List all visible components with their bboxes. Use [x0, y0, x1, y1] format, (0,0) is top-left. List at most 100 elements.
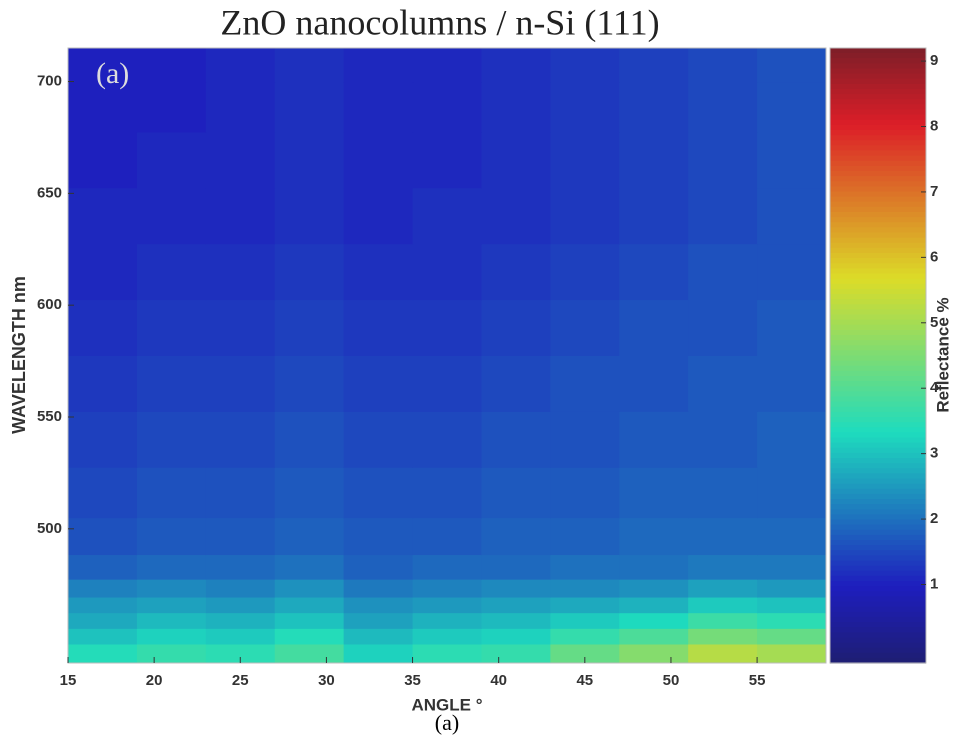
heatmap-cell: [757, 579, 827, 598]
heatmap-cell: [481, 643, 551, 664]
heatmap-cell: [136, 131, 207, 189]
colorbar-swatch: [830, 499, 926, 505]
heatmap-cell: [550, 467, 620, 519]
heatmap-cell: [274, 517, 345, 556]
colorbar-swatch: [830, 314, 926, 321]
colorbar-swatch: [830, 581, 926, 587]
title-box: [190, 4, 750, 48]
heatmap-cell: [550, 517, 620, 556]
colorbar-swatch: [830, 99, 926, 105]
colorbar-swatch: [830, 217, 926, 223]
colorbar-swatch: [830, 350, 926, 357]
colorbar-swatch: [830, 109, 926, 116]
heatmap-cell: [619, 554, 689, 580]
heatmap-cell: [343, 554, 414, 580]
heatmap-cell: [136, 612, 207, 629]
heatmap-cell: [68, 579, 138, 598]
heatmap-cell: [412, 81, 482, 133]
x-tick-label: 45: [576, 672, 593, 689]
colorbar-swatch: [830, 427, 926, 433]
heatmap-cell: [619, 517, 689, 556]
colorbar-swatch: [830, 514, 926, 521]
heatmap-cell: [205, 597, 276, 614]
heatmap-cell: [481, 81, 551, 133]
y-axis-label: WAVELENGTH nm: [9, 276, 29, 434]
heatmap-cell: [481, 243, 551, 301]
colorbar-swatch: [830, 63, 926, 70]
colorbar-swatch: [830, 606, 926, 613]
heatmap-cell: [619, 48, 689, 83]
heatmap-cell: [757, 554, 827, 580]
heatmap-cell: [550, 597, 620, 614]
chart-title: ZnO nanocolumns / n-Si (111): [220, 2, 659, 42]
colorbar-swatch: [830, 201, 926, 208]
colorbar-swatch: [830, 601, 926, 608]
heatmap-cell: [688, 643, 758, 664]
heatmap-cell: [412, 467, 482, 519]
colorbar-swatch: [830, 145, 926, 152]
heatmap-cell: [757, 612, 827, 629]
heatmap-cell: [343, 81, 414, 133]
x-tick-label: 20: [146, 672, 163, 689]
colorbar-swatch: [830, 458, 926, 464]
heatmap-cell: [274, 612, 345, 629]
heatmap-cell: [343, 579, 414, 598]
colorbar-swatch: [830, 488, 926, 495]
colorbar-swatch: [830, 165, 926, 172]
colorbar-swatch: [830, 294, 926, 300]
heatmap-cell: [550, 355, 620, 412]
heatmap-cell: [481, 467, 551, 519]
heatmap-cell: [412, 411, 482, 468]
heatmap-cell: [68, 131, 138, 189]
heatmap-cell: [619, 131, 689, 189]
heatmap-cell: [688, 243, 758, 301]
heatmap-cell: [343, 187, 414, 245]
colorbar-swatch: [830, 437, 926, 444]
heatmap-cell: [481, 579, 551, 598]
heatmap-cell: [68, 355, 138, 412]
heatmap-cell: [688, 467, 758, 519]
heatmap-cell: [688, 48, 758, 83]
heatmap-cell: [274, 355, 345, 412]
heatmap-cell: [550, 131, 620, 189]
heatmap-cell: [412, 643, 482, 664]
colorbar: [830, 48, 926, 664]
heatmap-cell: [274, 628, 345, 645]
panel-label: (a): [96, 57, 129, 90]
heatmap-cell: [274, 48, 345, 83]
colorbar-swatch: [830, 237, 926, 244]
colorbar-swatch: [830, 73, 926, 80]
colorbar-swatch: [830, 309, 926, 316]
heatmap-cell: [274, 554, 345, 580]
colorbar-swatch: [830, 114, 926, 121]
colorbar-swatch: [830, 268, 926, 275]
heatmap-cell: [205, 467, 276, 519]
colorbar-swatch: [830, 473, 926, 480]
y-tick-label: 700: [37, 73, 62, 90]
heatmap-cell: [68, 411, 138, 468]
heatmap-cell: [550, 579, 620, 598]
colorbar-swatch: [830, 355, 926, 362]
colorbar-tick-label: 5: [930, 314, 938, 331]
colorbar-swatch: [830, 104, 926, 111]
heatmap-cell: [343, 628, 414, 645]
colorbar-swatch: [830, 555, 926, 562]
colorbar-swatch: [830, 273, 926, 280]
heatmap-cell: [412, 299, 482, 356]
heatmap-cell: [205, 299, 276, 356]
heatmap-cell: [481, 628, 551, 645]
heatmap-cell: [136, 243, 207, 301]
x-tick-label: 35: [404, 672, 421, 689]
heatmap-cell: [481, 597, 551, 614]
heatmap-cell: [688, 355, 758, 412]
heatmap-cell: [550, 187, 620, 245]
colorbar-swatch: [830, 381, 926, 387]
y-tick-label: 650: [37, 184, 62, 201]
heatmap-cell: [481, 48, 551, 83]
colorbar-swatch: [830, 212, 926, 218]
heatmap-cell: [412, 597, 482, 614]
colorbar-tick-label: 7: [930, 183, 938, 200]
colorbar-tick-label: 6: [930, 248, 938, 265]
colorbar-swatch: [830, 534, 926, 541]
